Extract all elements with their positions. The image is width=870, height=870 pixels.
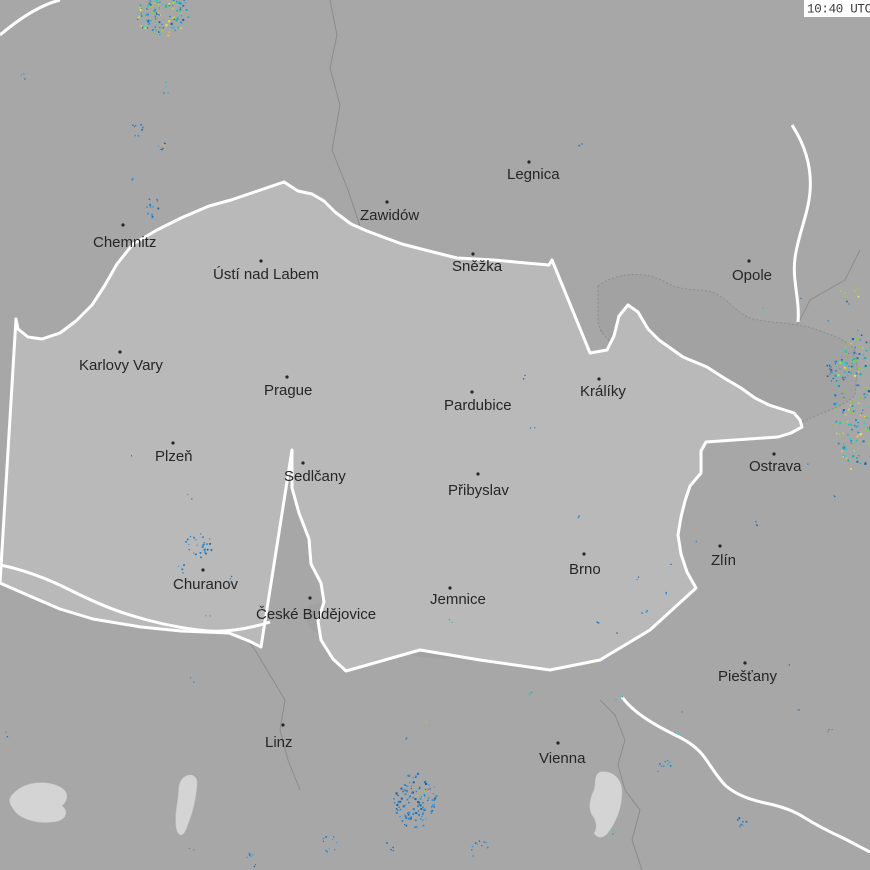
svg-text:Prague: Prague (264, 382, 312, 399)
svg-text:Plzeň: Plzeň (155, 448, 193, 465)
svg-text:Zawidów: Zawidów (360, 207, 419, 224)
svg-text:Piešťany: Piešťany (718, 668, 777, 685)
svg-text:Jemnice: Jemnice (430, 591, 486, 608)
svg-text:Legnica: Legnica (507, 166, 560, 183)
svg-text:České Budějovice: České Budějovice (256, 606, 376, 623)
svg-text:Chemnitz: Chemnitz (93, 234, 156, 251)
svg-text:Ostrava: Ostrava (749, 458, 802, 475)
svg-text:Vienna: Vienna (539, 750, 586, 767)
svg-text:Zlín: Zlín (711, 552, 736, 569)
svg-text:Přibyslav: Přibyslav (448, 482, 509, 499)
svg-text:Ústí nad Labem: Ústí nad Labem (213, 266, 319, 283)
svg-text:Brno: Brno (569, 561, 601, 578)
svg-text:Opole: Opole (732, 267, 772, 284)
svg-text:Pardubice: Pardubice (444, 397, 512, 414)
svg-text:Churanov: Churanov (173, 576, 239, 593)
svg-text:Králíky: Králíky (580, 383, 626, 400)
svg-text:Sedlčany: Sedlčany (284, 468, 346, 485)
svg-text:Linz: Linz (265, 734, 293, 751)
svg-text:Karlovy Vary: Karlovy Vary (79, 357, 163, 374)
svg-text:Sněžka: Sněžka (452, 258, 503, 275)
svg-text:10:40 UTC: 10:40 UTC (807, 3, 870, 17)
